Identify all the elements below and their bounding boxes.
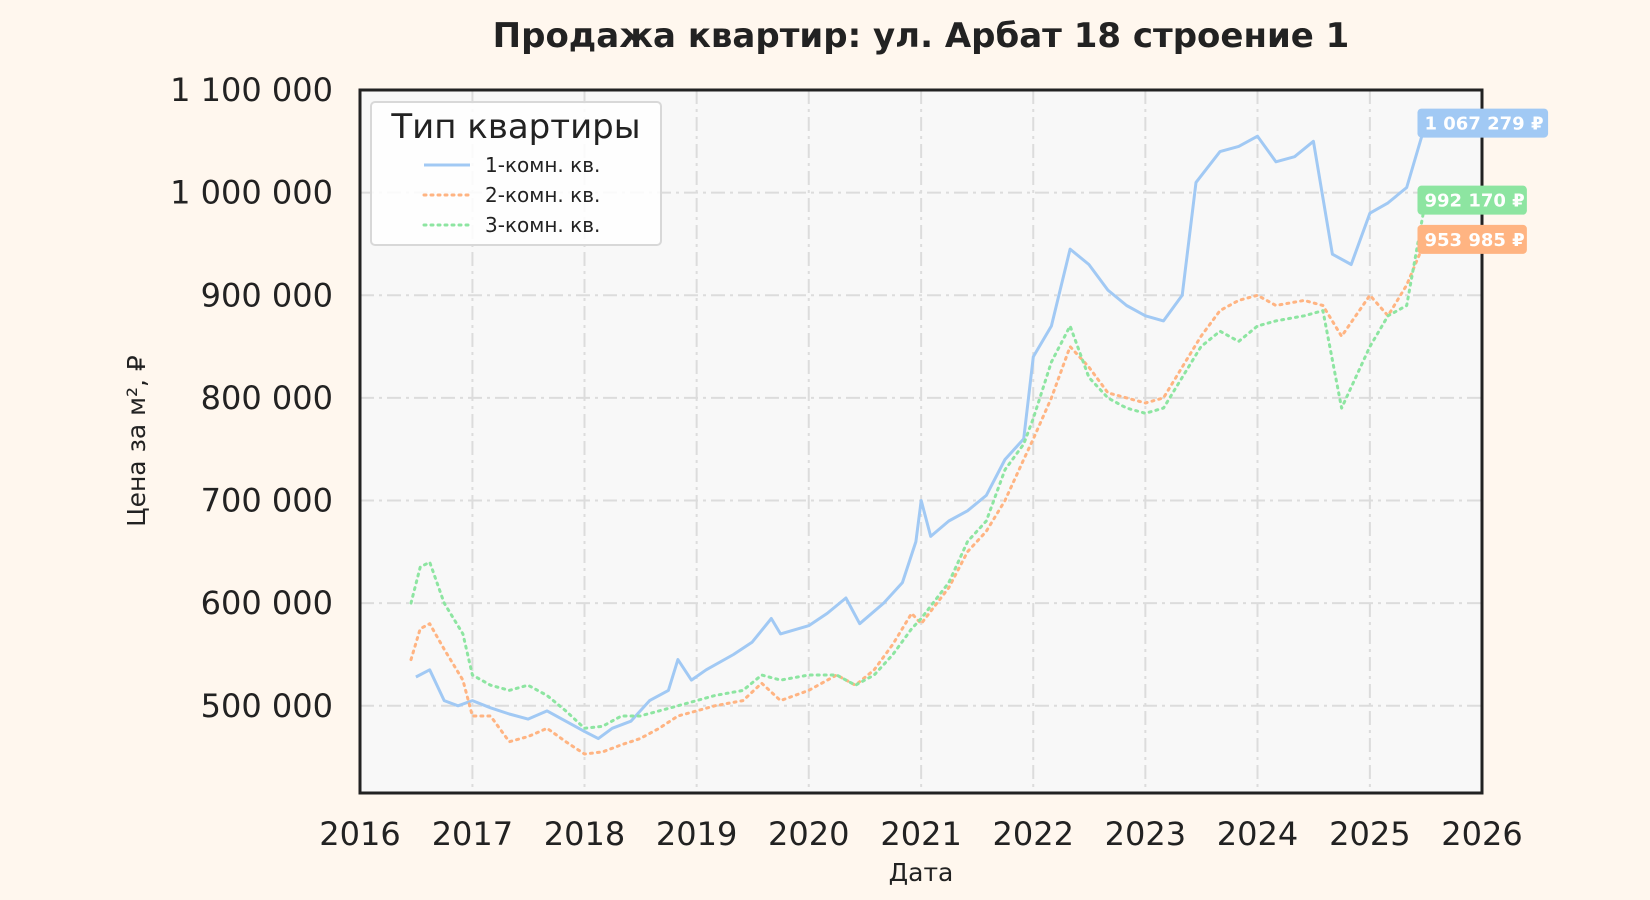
legend: Тип квартиры 1-комн. кв. 2-комн. кв. 3-комн…: [370, 101, 662, 246]
end-label-text: 953 985 ₽: [1424, 230, 1524, 251]
plot-frame: [358, 88, 1484, 795]
legend-label-2: 2-комн. кв.: [485, 183, 600, 207]
x-tick-label: 2021: [880, 815, 961, 853]
y-tick-label: 800 000: [201, 379, 333, 417]
y-tick-label: 900 000: [201, 276, 333, 314]
x-axis-label: Дата: [889, 858, 954, 887]
y-axis-label: Цена за м², ₽: [122, 355, 151, 527]
x-tick-label: 2018: [544, 815, 625, 853]
y-tick-label: 500 000: [201, 687, 333, 725]
series-lines: [409, 123, 1427, 756]
x-tick-label: 2020: [768, 815, 849, 853]
end-label-text: 992 170 ₽: [1424, 191, 1524, 212]
x-tick-label: 2016: [319, 815, 400, 853]
end-label-2: 953 985 ₽: [1417, 224, 1527, 254]
x-tick-label: 2024: [1217, 815, 1298, 853]
x-tick-label: 2022: [993, 815, 1074, 853]
end-labels: 1 067 279 ₽ 992 170 ₽ 953 985 ₽: [1417, 108, 1549, 254]
end-label-box: [1417, 108, 1549, 138]
y-tick-label: 600 000: [201, 584, 333, 622]
legend-title: Тип квартиры: [390, 107, 640, 147]
x-tick-label: 2026: [1441, 815, 1522, 853]
x-tick-label: 2023: [1105, 815, 1186, 853]
y-tick-label: 1 000 000: [170, 174, 333, 212]
end-label-text: 1 067 279 ₽: [1424, 114, 1543, 135]
x-tick-label: 2017: [432, 815, 513, 853]
end-label-box: [1417, 185, 1527, 215]
x-tick-label: 2025: [1329, 815, 1410, 853]
legend-label-3: 3-комн. кв.: [485, 213, 600, 237]
x-tick-label: 2019: [656, 815, 737, 853]
legend-box: [370, 101, 662, 246]
chart-title: Продажа квартир: ул. Арбат 18 строение 1: [493, 16, 1350, 56]
series-line-1: [415, 123, 1427, 741]
y-tick-label: 700 000: [201, 482, 333, 520]
legend-label-1: 1-комн. кв.: [485, 153, 600, 177]
series-line-3: [409, 199, 1427, 730]
end-label-box: [1417, 224, 1527, 254]
end-label-1: 1 067 279 ₽: [1417, 108, 1549, 138]
axis-ticks: 2016 2017 2018 2019 2020 2021 2022 2023 2024 2025…: [170, 71, 1523, 853]
y-tick-label: 1 100 000: [170, 71, 333, 109]
end-label-3: 992 170 ₽: [1417, 185, 1527, 215]
